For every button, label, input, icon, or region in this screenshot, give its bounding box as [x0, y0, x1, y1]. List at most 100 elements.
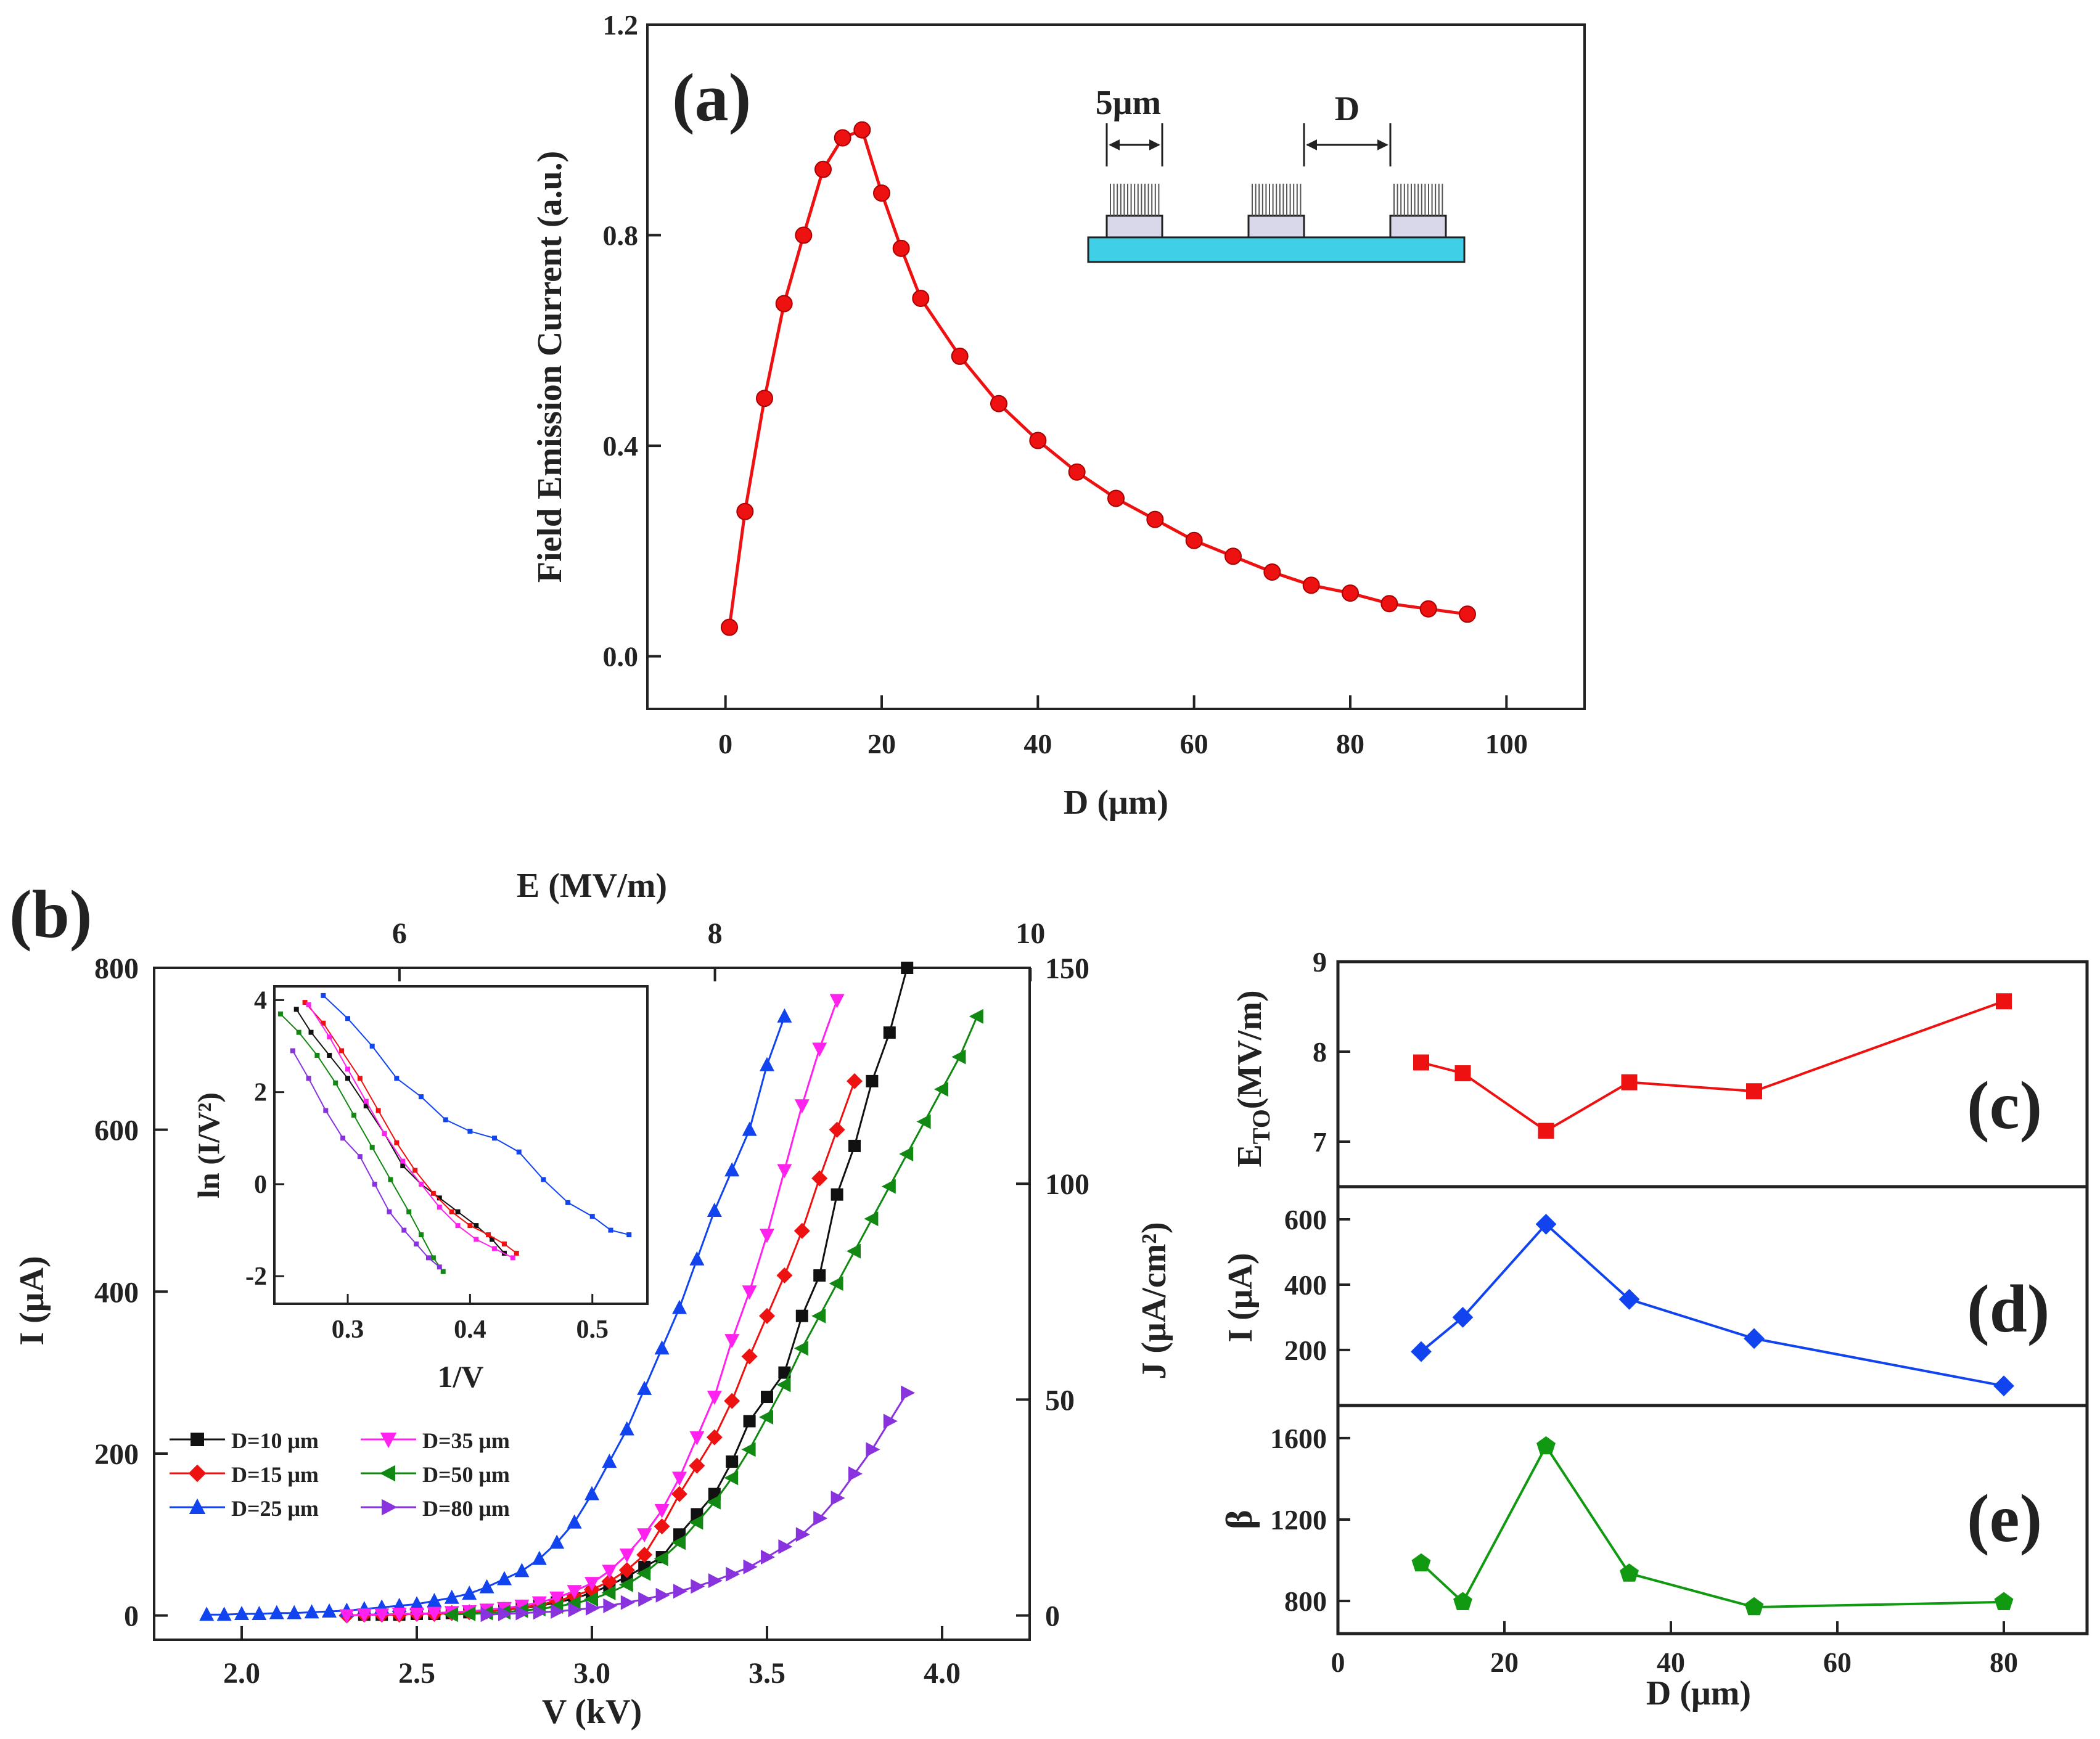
- b-data-point: [392, 1607, 407, 1622]
- inset-data-point: [419, 1181, 424, 1187]
- panel-d-ylabel: I (μA): [1221, 1253, 1260, 1342]
- b-legend-marker: [382, 1499, 398, 1516]
- inset-data-point: [626, 1232, 632, 1238]
- inset-data-point: [306, 1002, 311, 1007]
- cde-ytick-label: 8: [1313, 1036, 1327, 1068]
- inset-data-point: [474, 1237, 479, 1242]
- a-xtick-label: 100: [1485, 728, 1528, 759]
- b-data-point: [584, 1577, 599, 1592]
- inset-data-point: [455, 1223, 461, 1229]
- panel-c-ylabel-sub: TO: [1247, 1109, 1275, 1144]
- b-data-point: [741, 1348, 758, 1365]
- inset-data-point: [277, 1011, 283, 1017]
- b-data-point: [761, 1391, 773, 1404]
- b-data-point: [603, 1598, 618, 1613]
- inset-data-point: [406, 1209, 412, 1214]
- panel-a-axes: 0 20 40 60 80 100 0.0 0.4 0.8 1.2: [603, 9, 1528, 759]
- inset-xtick-label: 0.3: [332, 1316, 364, 1344]
- b-data-point: [724, 1162, 740, 1177]
- b-data-point: [462, 1586, 477, 1600]
- inset-data-point: [394, 1076, 400, 1081]
- panel-b-xlabel: V (kV): [542, 1693, 642, 1731]
- cde-ytick-label: 9: [1313, 946, 1327, 978]
- b-data-point: [637, 1380, 652, 1395]
- a-data-point: [873, 184, 890, 202]
- b-data-point: [531, 1596, 547, 1611]
- b-data-point: [533, 1605, 548, 1620]
- b-data-point: [829, 1121, 845, 1138]
- inset-ytick-label: 0: [254, 1171, 267, 1199]
- b-data-point: [848, 1466, 863, 1481]
- b-data-point: [443, 1607, 458, 1622]
- e-xtick-label: 40: [1657, 1647, 1685, 1678]
- a-ytick-label: 0.4: [603, 430, 639, 462]
- inset-data-point: [387, 1209, 392, 1214]
- b-legend-label: D=50 μm: [422, 1462, 510, 1487]
- b-data-point: [847, 1243, 861, 1259]
- b-data-point: [881, 1179, 896, 1194]
- panel-cde-axes: 7 8 9 200 400 600 800 1200 1600 0 20 40 60 80: [1270, 946, 2018, 1678]
- inset-data-point: [306, 1076, 311, 1081]
- b-right-ytick-label: 0: [1045, 1600, 1060, 1633]
- schematic-electrode-2: [1247, 215, 1305, 239]
- panel-b-plot: [199, 962, 983, 1624]
- b-data-point: [654, 1340, 670, 1355]
- b-data-point: [741, 1442, 756, 1457]
- inset-data-point: [419, 1232, 424, 1238]
- inset-data-point: [400, 1163, 406, 1169]
- panel-cde: (c) (d) (e) ETO(MV/m) I (μA) β D (μm) 7 8…: [1219, 946, 2089, 1712]
- schematic-electrode-1: [1105, 215, 1163, 239]
- width-dim-label: 5μm: [1096, 84, 1161, 122]
- cde-series-line: [1420, 1444, 2004, 1609]
- b-legend-label: D=80 μm: [422, 1496, 510, 1521]
- a-data-point: [912, 290, 930, 307]
- panel-a-frame: [646, 23, 1586, 710]
- b-right-ytick-label: 50: [1045, 1384, 1075, 1417]
- inset-data-point: [467, 1129, 473, 1134]
- b-data-point: [444, 1589, 459, 1604]
- a-data-point: [951, 347, 969, 365]
- b-data-point: [794, 1222, 810, 1239]
- inset-ylabel: ln (I/V²): [191, 1092, 226, 1198]
- cde-data-point: [1744, 1328, 1765, 1349]
- panel-c-ylabel-rest: (MV/m): [1231, 990, 1269, 1109]
- b-data-point: [584, 1592, 598, 1607]
- inset-data-point: [414, 1241, 419, 1246]
- inset-data-point: [486, 1232, 491, 1238]
- inset-data-point: [293, 1007, 299, 1012]
- inset-data-point: [449, 1209, 454, 1214]
- b-data-point: [602, 1454, 617, 1468]
- inset-data-point: [443, 1117, 448, 1123]
- cde-data-point: [1452, 1307, 1474, 1328]
- inset-data-point: [333, 1080, 338, 1086]
- inset-axes: 0.3 0.4 0.5 -2 0 2 4: [245, 986, 609, 1344]
- cde-ytick-label: 200: [1284, 1335, 1327, 1366]
- b-data-point: [901, 962, 914, 974]
- a-data-point: [1302, 576, 1320, 594]
- a-data-point: [1029, 432, 1047, 449]
- b-data-point: [427, 1606, 442, 1621]
- cde-data-point: [1996, 993, 2012, 1010]
- cde-data-point: [1994, 1592, 2014, 1610]
- inset-data-point: [323, 1108, 329, 1113]
- electrode-schematic: 5μm D: [1087, 84, 1466, 263]
- panel-e-ylabel: β: [1219, 1510, 1260, 1529]
- inset-data-point: [321, 992, 326, 998]
- b-data-point: [724, 1470, 739, 1486]
- a-data-point: [1459, 605, 1476, 623]
- b-legend-marker: [189, 1498, 206, 1514]
- inset-data-point: [290, 1048, 295, 1054]
- panel-b-label: (b): [9, 877, 92, 952]
- b-data-point: [339, 1609, 355, 1624]
- panel-e-plot: [1411, 1436, 2014, 1616]
- b-legend-marker: [380, 1433, 397, 1449]
- inset-data-point: [363, 1099, 369, 1104]
- b-data-point: [916, 1114, 931, 1129]
- e-xtick-label: 60: [1823, 1647, 1852, 1678]
- cde-data-point: [1411, 1341, 1432, 1362]
- panel-d-label: (d): [1967, 1271, 2049, 1346]
- b-ytick-label: 0: [124, 1600, 139, 1633]
- a-data-point: [1419, 600, 1437, 618]
- b-data-point: [601, 1585, 616, 1600]
- b-data-point: [795, 1527, 810, 1542]
